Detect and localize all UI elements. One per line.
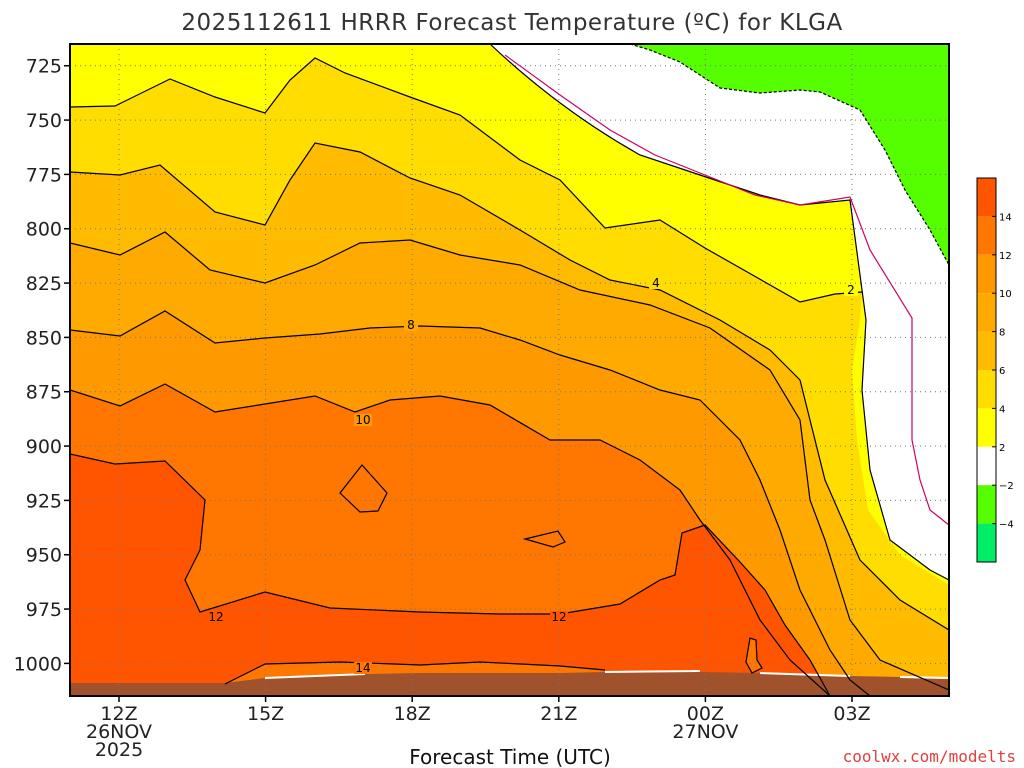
y-tick-850: 850 (26, 327, 62, 349)
contour-label-4: 4 (652, 276, 660, 290)
contour-line-6 (70, 142, 949, 631)
colorbar-bin-9 (977, 523, 996, 562)
y-tick-825: 825 (26, 273, 62, 295)
y-tick-750: 750 (26, 110, 62, 132)
colorbar-bin-8 (977, 485, 996, 524)
x-tick-sub-12Z-0: 26NOV (86, 721, 152, 743)
fill-neg2-neg4 (630, 44, 949, 265)
x-tick-15Z: 15Z (247, 703, 284, 725)
colorbar-label-6: 2 (999, 443, 1005, 454)
colorbar-label-2: 10 (999, 289, 1012, 300)
fill-pocket-2 (525, 531, 565, 547)
x-tick-sub-12Z-1: 2025 (95, 739, 143, 761)
colorbar-bin-5 (977, 370, 996, 409)
contour-label-10-bg (354, 414, 372, 426)
contour-label-12a: 12 (208, 610, 223, 624)
colorbar-bin-6 (977, 408, 996, 447)
contour-labels: 14 12 12 10 8 4 2 (207, 276, 858, 675)
y-tick-900: 900 (26, 436, 62, 458)
contour-line-2 (489, 44, 949, 581)
y-tick-925: 925 (26, 490, 62, 512)
contour-label-12b: 12 (551, 610, 566, 624)
contour-line-8 (70, 231, 949, 691)
colorbar-bin-3 (977, 293, 996, 332)
y-tick-875: 875 (26, 382, 62, 404)
plot-frame (69, 43, 950, 697)
colorbar-label-5: 4 (999, 404, 1005, 415)
colorbar-bin-1 (977, 216, 996, 255)
colorbar: 14 12 10 8 6 4 2 −2 −4 (976, 177, 1014, 563)
contour-label-12a-bg (207, 611, 225, 623)
contour-label-8-bg (404, 319, 418, 331)
ground-edge (264, 670, 949, 679)
colorbar-bin-2 (977, 254, 996, 294)
x-tick-21Z: 21Z (540, 703, 577, 725)
contour-label-12b-bg (550, 611, 568, 623)
contour-lines (70, 44, 949, 696)
contour-pocket-2 (522, 530, 566, 548)
contour-label-14: 14 (355, 661, 370, 675)
contour-line-12 (70, 383, 831, 696)
contour-label-2-bg (844, 284, 858, 296)
x-axis-label: Forecast Time (UTC) (409, 745, 611, 768)
y-tick-975: 975 (26, 599, 62, 621)
colorbar-bin-0 (977, 178, 996, 217)
contour-pocket-1 (339, 464, 388, 513)
x-tick-03Z: 03Z (833, 703, 870, 725)
y-tick-950: 950 (26, 545, 62, 567)
credit-text: coolwx.com/modelts (843, 747, 1016, 766)
fill-14-plus (70, 454, 830, 696)
contour-line-14 (70, 453, 831, 696)
contour-label-4-bg (649, 277, 663, 289)
colorbar-label-0: 14 (999, 212, 1012, 223)
x-tick-12Z: 12Z (100, 703, 137, 725)
colorbar-label-8: −4 (999, 520, 1014, 531)
x-tick-18Z: 18Z (394, 703, 431, 725)
y-tick-1000: 1000 (14, 653, 62, 675)
contour-label-2: 2 (847, 283, 855, 297)
x-tick-sub-00Z-0: 27NOV (672, 721, 738, 743)
x-tick-00Z: 00Z (687, 703, 724, 725)
y-tick-775: 775 (26, 164, 62, 186)
y-tick-800: 800 (26, 219, 62, 241)
colorbar-bin-7 (977, 446, 996, 486)
contour-line-10 (70, 310, 871, 696)
colorbar-label-7: −2 (999, 481, 1014, 492)
y-axis: 725 750 775 800 825 850 875 900 925 950 975 1000 (14, 56, 70, 675)
contour-label-10: 10 (355, 413, 370, 427)
y-tick-725: 725 (26, 56, 62, 78)
contour-line-4 (70, 57, 863, 303)
colorbar-label-1: 12 (999, 251, 1012, 262)
contour-pocket-4 (745, 637, 763, 674)
fill-pocket-4 (746, 638, 762, 673)
colorbar-label-3: 8 (999, 328, 1005, 339)
contour-label-8: 8 (407, 318, 415, 332)
grid (70, 44, 949, 696)
contour-label-14-bg (354, 662, 372, 674)
contour-fills (70, 44, 949, 696)
contour-line-0 (504, 54, 949, 526)
contour-line-neg2 (629, 44, 949, 266)
contour-pocket-3 (224, 661, 606, 685)
colorbar-label-4: 6 (999, 366, 1005, 377)
colorbar-bin-4 (977, 331, 996, 370)
chart-title: 2025112611 HRRR Forecast Temperature (ºC… (181, 10, 842, 36)
